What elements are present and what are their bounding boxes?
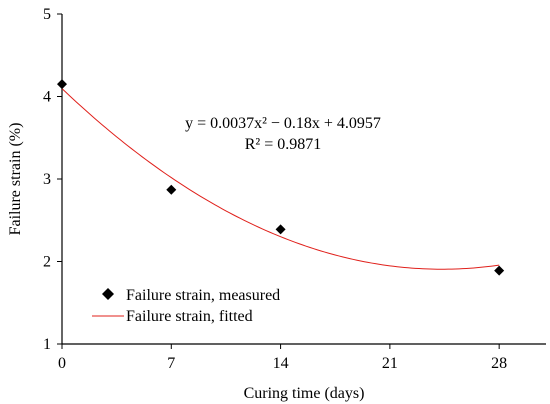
measured-markers	[57, 79, 505, 276]
measured-point	[57, 79, 67, 90]
equation-annotation: y = 0.0037x² − 0.18x + 4.0957	[185, 115, 381, 132]
r-squared-annotation: R² = 0.9871	[245, 136, 322, 153]
measured-point	[275, 224, 286, 235]
x-tick-label: 28	[491, 355, 507, 372]
x-tick-label: 14	[273, 355, 289, 372]
plot-area	[57, 79, 505, 276]
x-tick-label: 21	[382, 355, 398, 372]
measured-point	[166, 184, 177, 195]
x-tick-label: 0	[58, 355, 66, 372]
legend: Failure strain, measured Failure strain,…	[92, 287, 280, 325]
x-axis-ticks: 0 7 14 21 28	[58, 344, 507, 372]
y-tick-label: 2	[43, 254, 51, 271]
measured-point	[494, 265, 505, 276]
legend-label-measured: Failure strain, measured	[126, 287, 280, 304]
y-tick-label: 5	[43, 6, 51, 23]
y-tick-label: 1	[43, 336, 51, 353]
x-axis-label: Curing time (days)	[244, 385, 365, 402]
y-tick-label: 3	[43, 171, 51, 188]
fitted-curve	[61, 88, 500, 270]
legend-label-fitted: Failure strain, fitted	[126, 308, 253, 325]
axes: 1 2 3 4 5 0 7 14 21 28	[43, 6, 546, 372]
y-axis-ticks: 1 2 3 4 5	[43, 6, 62, 353]
y-axis-label: Failure strain (%)	[7, 123, 24, 236]
legend-marker-measured	[102, 288, 114, 300]
x-tick-label: 7	[167, 355, 175, 372]
y-tick-label: 4	[43, 89, 51, 106]
